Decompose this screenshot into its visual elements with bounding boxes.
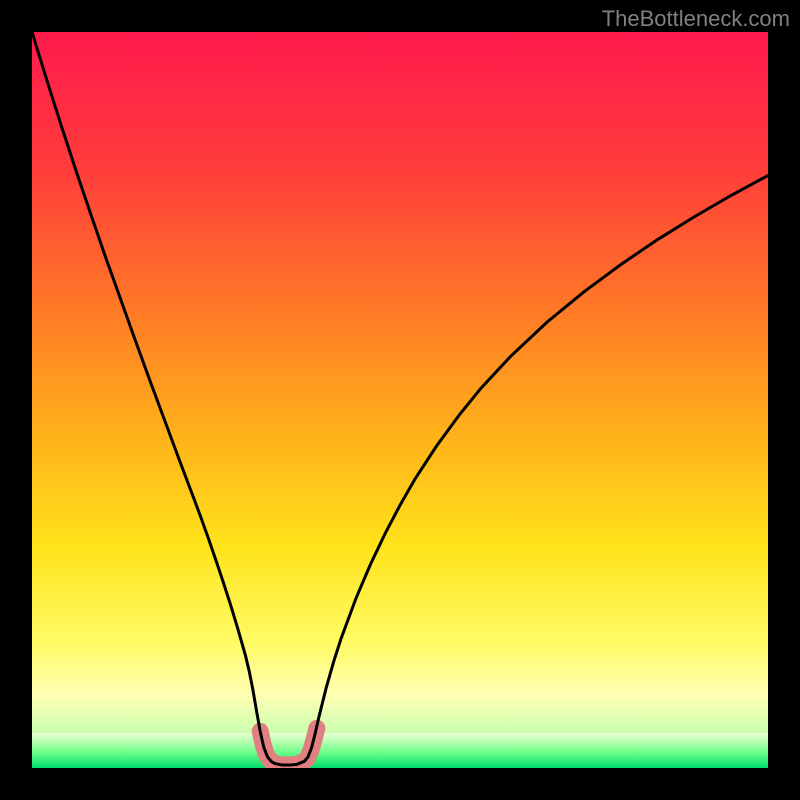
plot-area	[32, 32, 768, 768]
watermark-text: TheBottleneck.com	[602, 6, 790, 32]
curve-layer	[32, 32, 768, 768]
chart-outer: TheBottleneck.com	[0, 0, 800, 800]
main-curve	[32, 32, 768, 765]
